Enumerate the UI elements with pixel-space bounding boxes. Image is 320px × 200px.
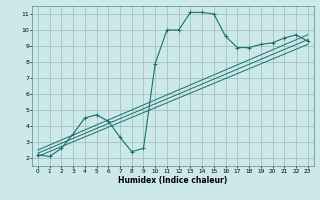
X-axis label: Humidex (Indice chaleur): Humidex (Indice chaleur) [118, 176, 228, 185]
